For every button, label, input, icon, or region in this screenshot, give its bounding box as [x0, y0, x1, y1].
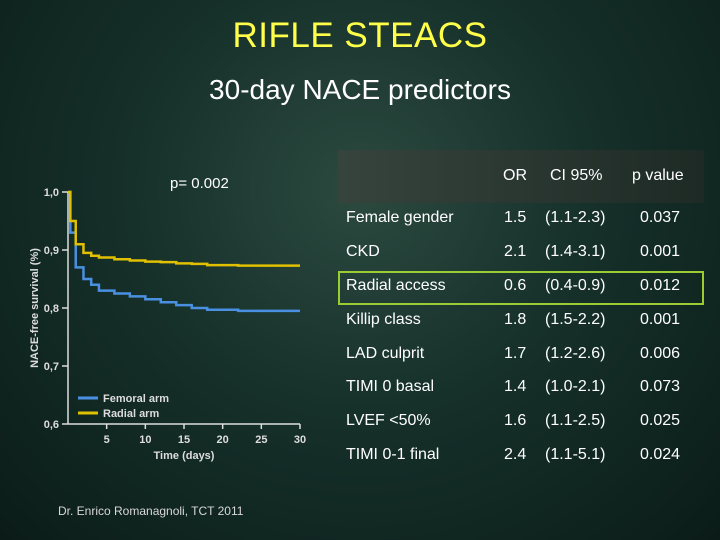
- row-or: 1.8: [504, 310, 527, 328]
- credit-line: Dr. Enrico Romanagnoli, TCT 2011: [58, 504, 244, 518]
- predictors-table: OR CI 95% p value Female gender 1.5 (1.1-2…: [338, 150, 704, 474]
- table-row: Female gender 1.5 (1.1-2.3) 0.037: [338, 203, 704, 237]
- table-row: CKD 2.1 (1.4-3.1) 0.001: [338, 237, 704, 271]
- y-tick-label: 0,9: [44, 245, 59, 257]
- row-p-value: 0.006: [640, 344, 681, 362]
- row-ci: (0.4-0.9): [545, 276, 606, 294]
- table-row: TIMI 0-1 final 2.4 (1.1-5.1) 0.024: [338, 440, 704, 474]
- x-tick-label: 20: [217, 434, 229, 446]
- row-ci: (1.1-2.3): [545, 209, 606, 226]
- slide-subtitle: 30-day NACE predictors: [209, 74, 511, 105]
- row-label: Radial access: [346, 276, 446, 294]
- row-p-value: 0.012: [640, 276, 681, 294]
- x-axis-label: Time (days): [154, 450, 215, 462]
- table-row: Radial access 0.6 (0.4-0.9) 0.012: [338, 270, 704, 305]
- x-tick-label: 15: [178, 434, 190, 446]
- header-p-value: p value: [632, 167, 684, 184]
- row-or: 0.6: [504, 276, 527, 294]
- row-or: 2.4: [504, 446, 527, 464]
- table-row: Killip class 1.8 (1.5-2.2) 0.001: [338, 305, 704, 339]
- row-ci: (1.1-5.1): [545, 446, 606, 464]
- legend-label: Femoral arm: [103, 393, 169, 405]
- legend-label: Radial arm: [103, 408, 159, 420]
- row-or: 2.1: [504, 242, 527, 260]
- row-label: Killip class: [346, 310, 421, 328]
- x-tick-label: 25: [255, 434, 267, 446]
- header-or: OR: [503, 167, 527, 184]
- row-ci: (1.5-2.2): [545, 310, 606, 328]
- radial-arm-curve: [68, 190, 300, 267]
- row-or: 1.5: [504, 209, 527, 226]
- row-or: 1.7: [504, 344, 527, 362]
- row-label: Female gender: [346, 209, 454, 226]
- table-row: LAD culprit 1.7 (1.2-2.6) 0.006: [338, 339, 704, 373]
- x-tick-label: 10: [139, 434, 151, 446]
- row-p-value: 0.001: [640, 310, 681, 328]
- row-ci: (1.0-2.1): [545, 378, 606, 396]
- x-tick-label: 5: [104, 434, 110, 446]
- row-or: 1.6: [504, 412, 527, 430]
- row-label: LVEF <50%: [346, 412, 431, 430]
- slide-title: RIFLE STEACS: [232, 16, 488, 55]
- row-p-value: 0.037: [640, 209, 681, 226]
- row-label: TIMI 0-1 final: [346, 446, 440, 464]
- header-ci: CI 95%: [550, 167, 603, 184]
- table-body: Female gender 1.5 (1.1-2.3) 0.037 CKD 2.1 (1.4…: [338, 203, 704, 474]
- table-header: OR CI 95% p value: [338, 150, 704, 203]
- table-row: LVEF <50% 1.6 (1.1-2.5) 0.025: [338, 406, 704, 440]
- p-value-label: p= 0.002: [170, 175, 229, 192]
- row-ci: (1.4-3.1): [545, 242, 606, 260]
- row-ci: (1.2-2.6): [545, 344, 606, 362]
- y-tick-label: 1,0: [44, 187, 59, 199]
- row-p-value: 0.001: [640, 242, 681, 260]
- row-p-value: 0.024: [640, 446, 681, 464]
- y-tick-label: 0,6: [44, 419, 59, 431]
- row-ci: (1.1-2.5): [545, 412, 606, 430]
- y-tick-label: 0,8: [44, 303, 59, 315]
- row-or: 1.4: [504, 378, 527, 396]
- y-tick-label: 0,7: [44, 361, 59, 373]
- table-row: TIMI 0 basal 1.4 (1.0-2.1) 0.073: [338, 372, 704, 406]
- y-axis-label: NACE-free survival (%): [29, 248, 41, 368]
- row-label: LAD culprit: [346, 344, 425, 362]
- row-label: TIMI 0 basal: [346, 378, 435, 396]
- row-label: CKD: [346, 242, 380, 260]
- row-p-value: 0.025: [640, 412, 681, 430]
- x-tick-label: 30: [294, 434, 306, 446]
- km-survival-chart: 0,6 0,7 0,8 0,9 1,0 5 10 15 20 25 30 Femoral arm Ra…: [29, 187, 306, 462]
- femoral-arm-curve: [68, 190, 300, 313]
- row-p-value: 0.073: [640, 378, 681, 396]
